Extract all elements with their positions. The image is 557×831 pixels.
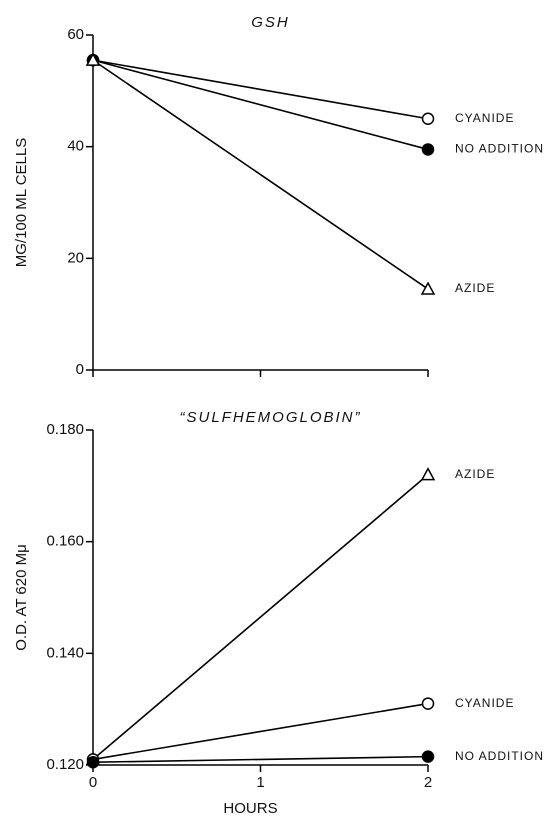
marker-triangle <box>85 52 101 66</box>
y-tick-label: 0.180 <box>46 421 84 438</box>
y-tick-label: 40 <box>67 138 84 155</box>
series-label: CYANIDE <box>455 696 514 710</box>
series-line <box>92 59 429 151</box>
series-line <box>92 59 429 120</box>
series-line <box>92 59 429 290</box>
marker-triangle <box>420 281 436 295</box>
series-label: AZIDE <box>455 467 495 481</box>
y-tick-label: 0 <box>76 361 84 378</box>
series-line <box>92 702 429 761</box>
marker-circle <box>421 697 435 710</box>
marker-triangle <box>420 467 436 481</box>
x-axis-label: HOURS <box>223 800 277 817</box>
y-axis-label: MG/100 ML CELLS <box>13 138 30 268</box>
series-line <box>92 474 429 761</box>
marker-circle <box>421 112 435 125</box>
y-tick-label: 0.120 <box>46 756 84 773</box>
y-axis-label: O.D. AT 620 Mμ <box>13 544 30 650</box>
chart-title: “SULFHEMOGLOBIN” <box>179 409 361 426</box>
y-tick-label: 20 <box>67 249 84 266</box>
series-label: AZIDE <box>455 281 495 295</box>
marker-circle <box>86 755 100 769</box>
series-line <box>92 755 429 764</box>
x-tick-label: 0 <box>89 774 97 791</box>
marker-circle <box>421 143 435 156</box>
series-label: CYANIDE <box>455 111 514 125</box>
chart-title: GSH <box>251 14 290 31</box>
y-tick-label: 0.160 <box>46 533 84 550</box>
y-tick-label: 0.140 <box>46 644 84 661</box>
x-tick-label: 2 <box>424 774 432 791</box>
series-label: NO ADDITION <box>455 749 544 763</box>
marker-circle <box>421 750 435 763</box>
series-label: NO ADDITION <box>455 142 544 156</box>
x-tick-label: 1 <box>256 774 264 791</box>
y-tick-label: 60 <box>67 26 84 43</box>
